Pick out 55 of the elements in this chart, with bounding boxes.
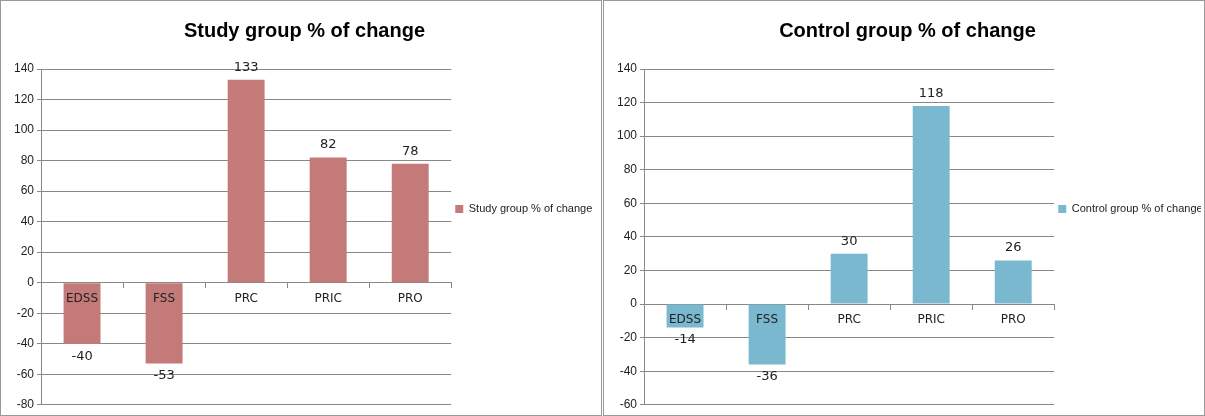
y-tick-label: -60 [619,397,638,412]
bar [391,163,429,283]
data-label: 26 [1004,239,1022,255]
bar [145,283,183,364]
data-label: 82 [319,136,337,152]
x-tick-label: EDSS [669,312,702,327]
data-label: 78 [401,142,419,158]
chart-title: Study group % of change [183,18,426,41]
y-tick-label: 40 [623,229,638,244]
y-tick-label: 20 [20,244,35,259]
bar [830,253,868,304]
data-label: -36 [756,368,778,384]
y-tick-label: 100 [616,128,638,143]
data-label: 133 [233,58,259,74]
y-tick-label: -80 [16,397,35,412]
data-label: -14 [674,331,696,347]
y-tick-label: 60 [623,195,638,210]
data-label: -53 [153,367,175,383]
y-tick-label: 20 [623,262,638,277]
y-tick-label: 0 [27,275,35,289]
bar [227,79,265,283]
y-tick-label: -20 [619,329,638,344]
legend-label: Study group % of change [468,202,593,215]
data-label: 30 [840,232,858,248]
x-tick-label: PRO [1000,312,1026,327]
x-tick-label: FSS [756,312,779,327]
y-tick-label: 80 [20,152,35,167]
bar [912,105,950,304]
x-tick-label: PRIC [917,312,945,327]
bar [309,157,347,283]
y-tick-label: 80 [623,162,638,177]
y-tick-label: 100 [13,122,35,137]
data-label: 118 [918,84,944,100]
y-tick-label: -40 [16,336,35,351]
y-tick-label: -60 [16,366,35,381]
y-tick-label: 120 [13,91,35,106]
x-tick-label: PRIC [314,290,342,305]
y-tick-label: 60 [20,183,35,198]
x-tick-label: FSS [153,290,176,305]
bar [994,260,1032,304]
x-tick-label: EDSS [66,290,99,305]
y-tick-label: 0 [630,296,638,311]
x-tick-label: PRO [397,290,423,305]
y-tick-label: 140 [13,61,35,76]
y-tick-label: -40 [619,363,638,378]
x-tick-label: PRC [837,312,861,327]
bar [63,283,101,344]
chart-title: Control group % of change [779,18,1036,41]
y-tick-label: 140 [616,61,638,76]
x-tick-label: PRC [234,290,258,305]
bar [748,304,786,365]
y-tick-label: -20 [16,305,35,320]
y-tick-label: 120 [616,94,638,109]
data-label: -40 [71,347,93,363]
y-tick-label: 40 [20,213,35,228]
